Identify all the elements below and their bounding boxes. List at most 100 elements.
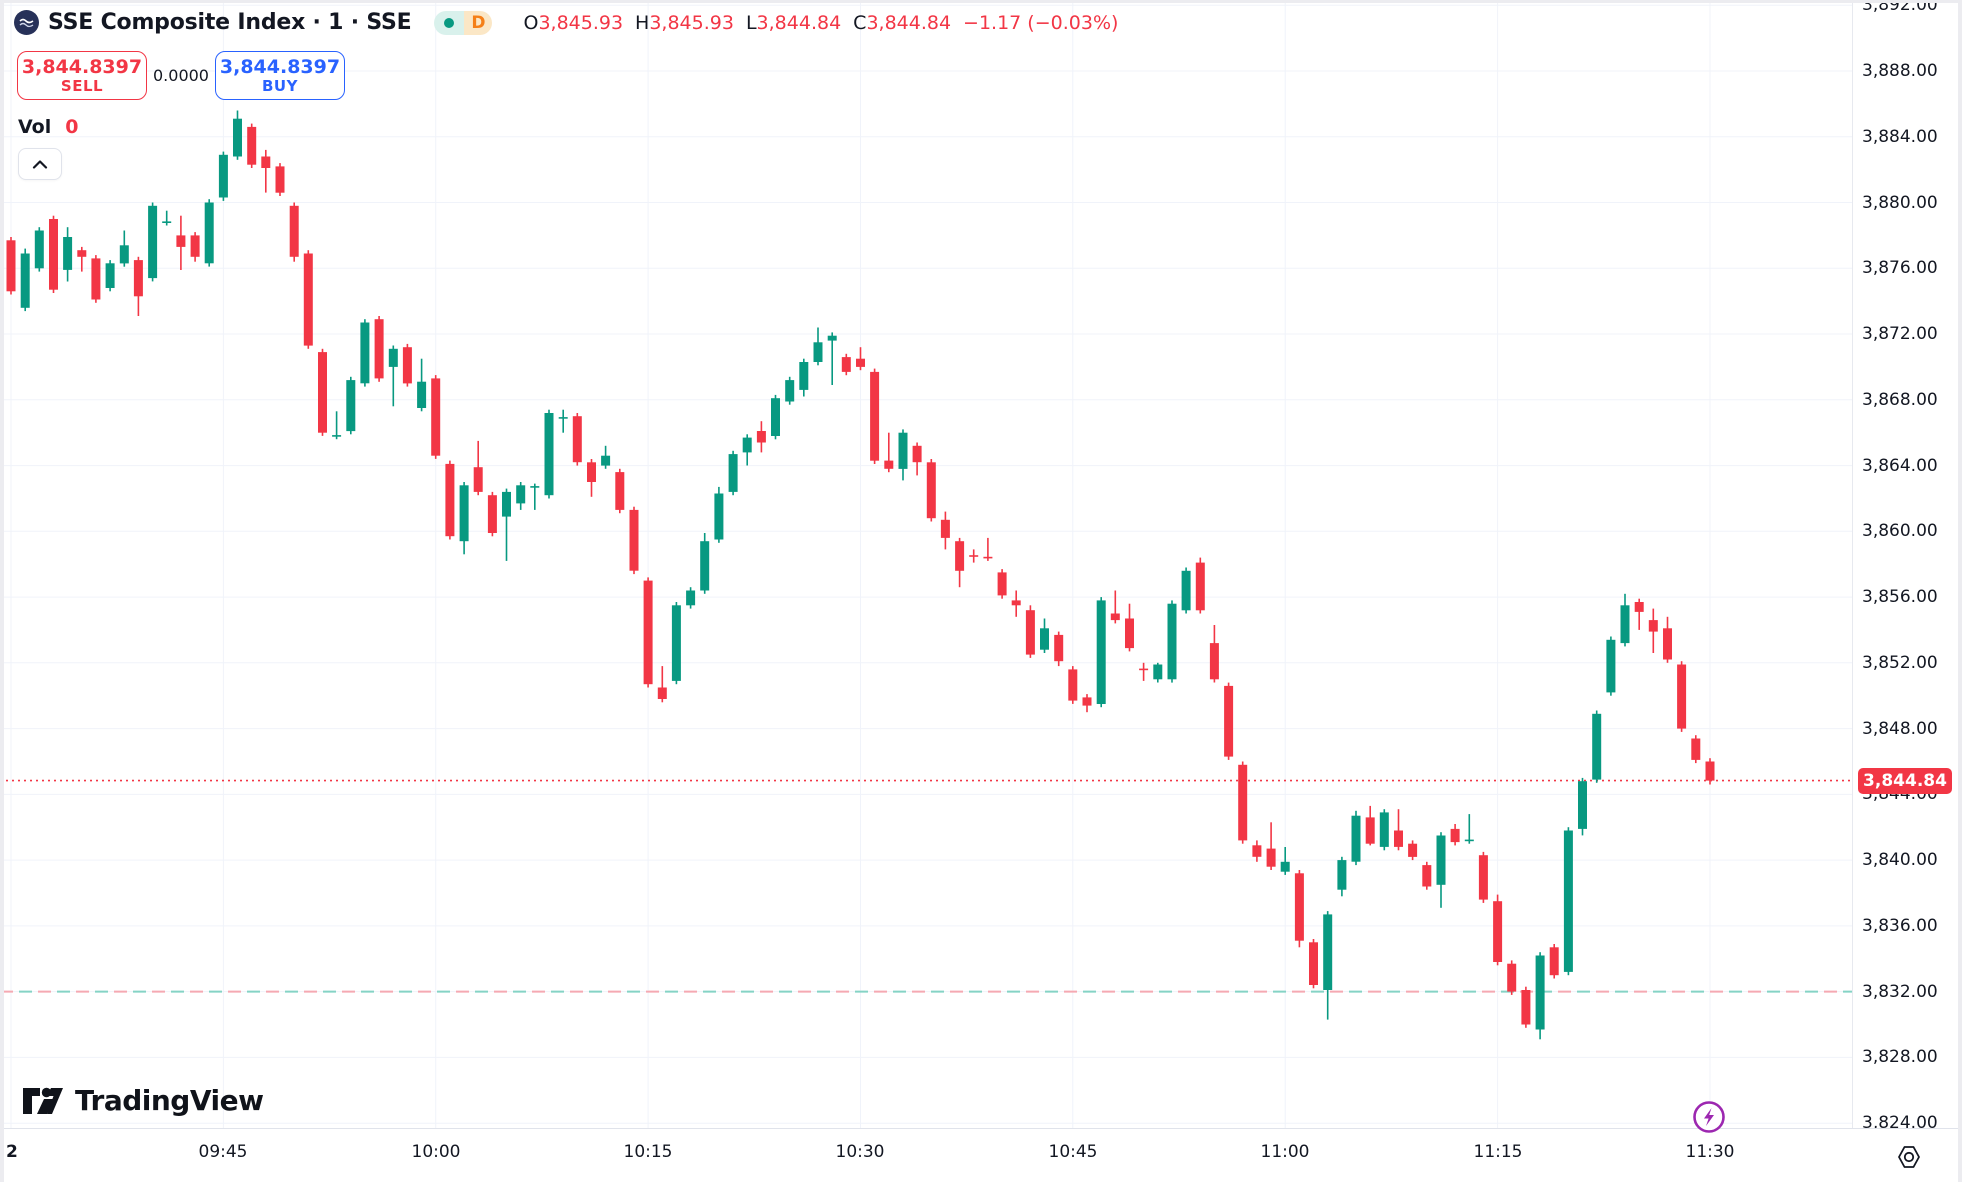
- chevron-up-icon: [32, 159, 48, 169]
- trade-panel: 3,844.8397 SELL 0.0000 3,844.8397 BUY: [17, 51, 345, 100]
- candle: [91, 255, 101, 303]
- candle: [289, 202, 299, 262]
- candle: [1365, 805, 1375, 846]
- candle: [332, 411, 342, 440]
- close-value: 3,844.84: [866, 11, 952, 34]
- price-axis[interactable]: 3,892.00 3,888.00 3,884.00 3,880.00 3,876.00…: [1853, 0, 1962, 1128]
- candle: [1436, 832, 1446, 908]
- buy-button[interactable]: 3,844.8397 BUY: [215, 51, 345, 100]
- candle: [1167, 600, 1177, 683]
- candle: [1394, 809, 1403, 851]
- candle: [1606, 636, 1616, 696]
- candle: [969, 549, 979, 563]
- sell-button[interactable]: 3,844.8397 SELL: [17, 51, 147, 100]
- candle: [1535, 952, 1545, 1040]
- candle: [473, 440, 483, 496]
- candle: [1011, 590, 1021, 617]
- candle: [275, 163, 285, 196]
- candle: [487, 491, 497, 537]
- volume-value: 0: [65, 116, 79, 138]
- candle: [133, 256, 143, 316]
- price-axis-divider: [1852, 0, 1853, 1128]
- price-axis-label: 3,860.00: [1862, 521, 1938, 541]
- candle: [119, 230, 129, 267]
- candle: [1139, 662, 1149, 681]
- expand-pane-button[interactable]: [18, 148, 62, 180]
- time-axis-label: 11:00: [1260, 1142, 1310, 1162]
- candle: [374, 316, 384, 382]
- time-axis-label: 10:00: [411, 1142, 461, 1162]
- candle: [983, 537, 993, 561]
- price-axis-label: 3,892.00: [1862, 0, 1938, 15]
- candle: [671, 602, 681, 685]
- candle: [1068, 666, 1078, 704]
- candle: [1634, 598, 1644, 630]
- window-edge-right: [1958, 0, 1962, 1182]
- tradingview-watermark[interactable]: TradingView: [22, 1084, 264, 1117]
- candle: [544, 409, 554, 499]
- time-axis[interactable]: 2 09:45 10:00 10:15 10:30 10:45 11:00 11:15 11:3…: [0, 1129, 1962, 1182]
- candle: [204, 199, 214, 267]
- candle: [218, 151, 228, 201]
- price-axis-label: 3,884.00: [1862, 127, 1938, 147]
- candle: [1592, 710, 1602, 783]
- window-edge-top: [0, 0, 1962, 3]
- candle: [1224, 682, 1234, 760]
- symbol-title[interactable]: SSE Composite Index · 1 · SSE: [48, 10, 412, 35]
- time-axis-label: 11:15: [1473, 1142, 1523, 1162]
- candle: [1351, 810, 1361, 866]
- candle: [629, 506, 639, 575]
- price-axis-label: 3,876.00: [1862, 258, 1938, 278]
- candle: [516, 482, 526, 510]
- price-axis-label: 3,852.00: [1862, 653, 1938, 673]
- price-axis-label: 3,888.00: [1862, 61, 1938, 81]
- lightning-icon: [1693, 1101, 1725, 1133]
- candle: [1549, 944, 1559, 979]
- candle: [346, 376, 356, 435]
- candle: [77, 246, 87, 272]
- candle: [1280, 847, 1290, 875]
- candle: [190, 232, 200, 262]
- candle: [1422, 861, 1432, 890]
- candle: [728, 450, 738, 496]
- interval-status-pill[interactable]: D: [434, 10, 493, 35]
- candle: [162, 210, 172, 226]
- open-value: 3,845.93: [538, 11, 624, 34]
- candles: [6, 110, 1715, 1040]
- sell-price: 3,844.8397: [21, 55, 143, 78]
- candle: [1677, 661, 1687, 732]
- volume-legend: Vol 0: [18, 116, 78, 138]
- candle: [530, 483, 540, 510]
- candle: [1563, 827, 1573, 976]
- candle: [233, 110, 242, 160]
- spread-value: 0.0000: [153, 66, 209, 85]
- low-value: 3,844.84: [756, 11, 842, 34]
- gear-icon: [1898, 1146, 1920, 1168]
- interval-badge[interactable]: D: [464, 10, 493, 35]
- price-axis-label: 3,832.00: [1862, 982, 1938, 1002]
- time-axis-divider: [0, 1128, 1962, 1129]
- candle: [558, 409, 568, 433]
- price-scale-settings-button[interactable]: [1895, 1144, 1923, 1170]
- candle: [841, 353, 851, 376]
- candle: [856, 347, 865, 371]
- price-axis-label: 3,840.00: [1862, 850, 1938, 870]
- price-axis-label: 3,880.00: [1862, 193, 1938, 213]
- price-axis-label: 3,828.00: [1862, 1047, 1938, 1067]
- candle: [1266, 822, 1276, 870]
- watermark-text: TradingView: [75, 1084, 264, 1117]
- candle: [997, 569, 1007, 599]
- flash-order-button[interactable]: [1691, 1099, 1727, 1135]
- high-value: 3,845.93: [649, 11, 734, 34]
- candle: [1195, 557, 1205, 614]
- market-open-dot-icon: [444, 17, 455, 28]
- candle: [148, 202, 158, 282]
- current-price-badge: 3,844.84: [1858, 768, 1952, 794]
- candle: [1294, 870, 1304, 948]
- chart-canvas[interactable]: [0, 0, 1852, 1128]
- candle: [1323, 911, 1333, 1020]
- symbol-logo-icon[interactable]: [14, 10, 39, 35]
- candle: [898, 429, 908, 481]
- candle: [813, 327, 823, 366]
- price-axis-label: 3,868.00: [1862, 390, 1938, 410]
